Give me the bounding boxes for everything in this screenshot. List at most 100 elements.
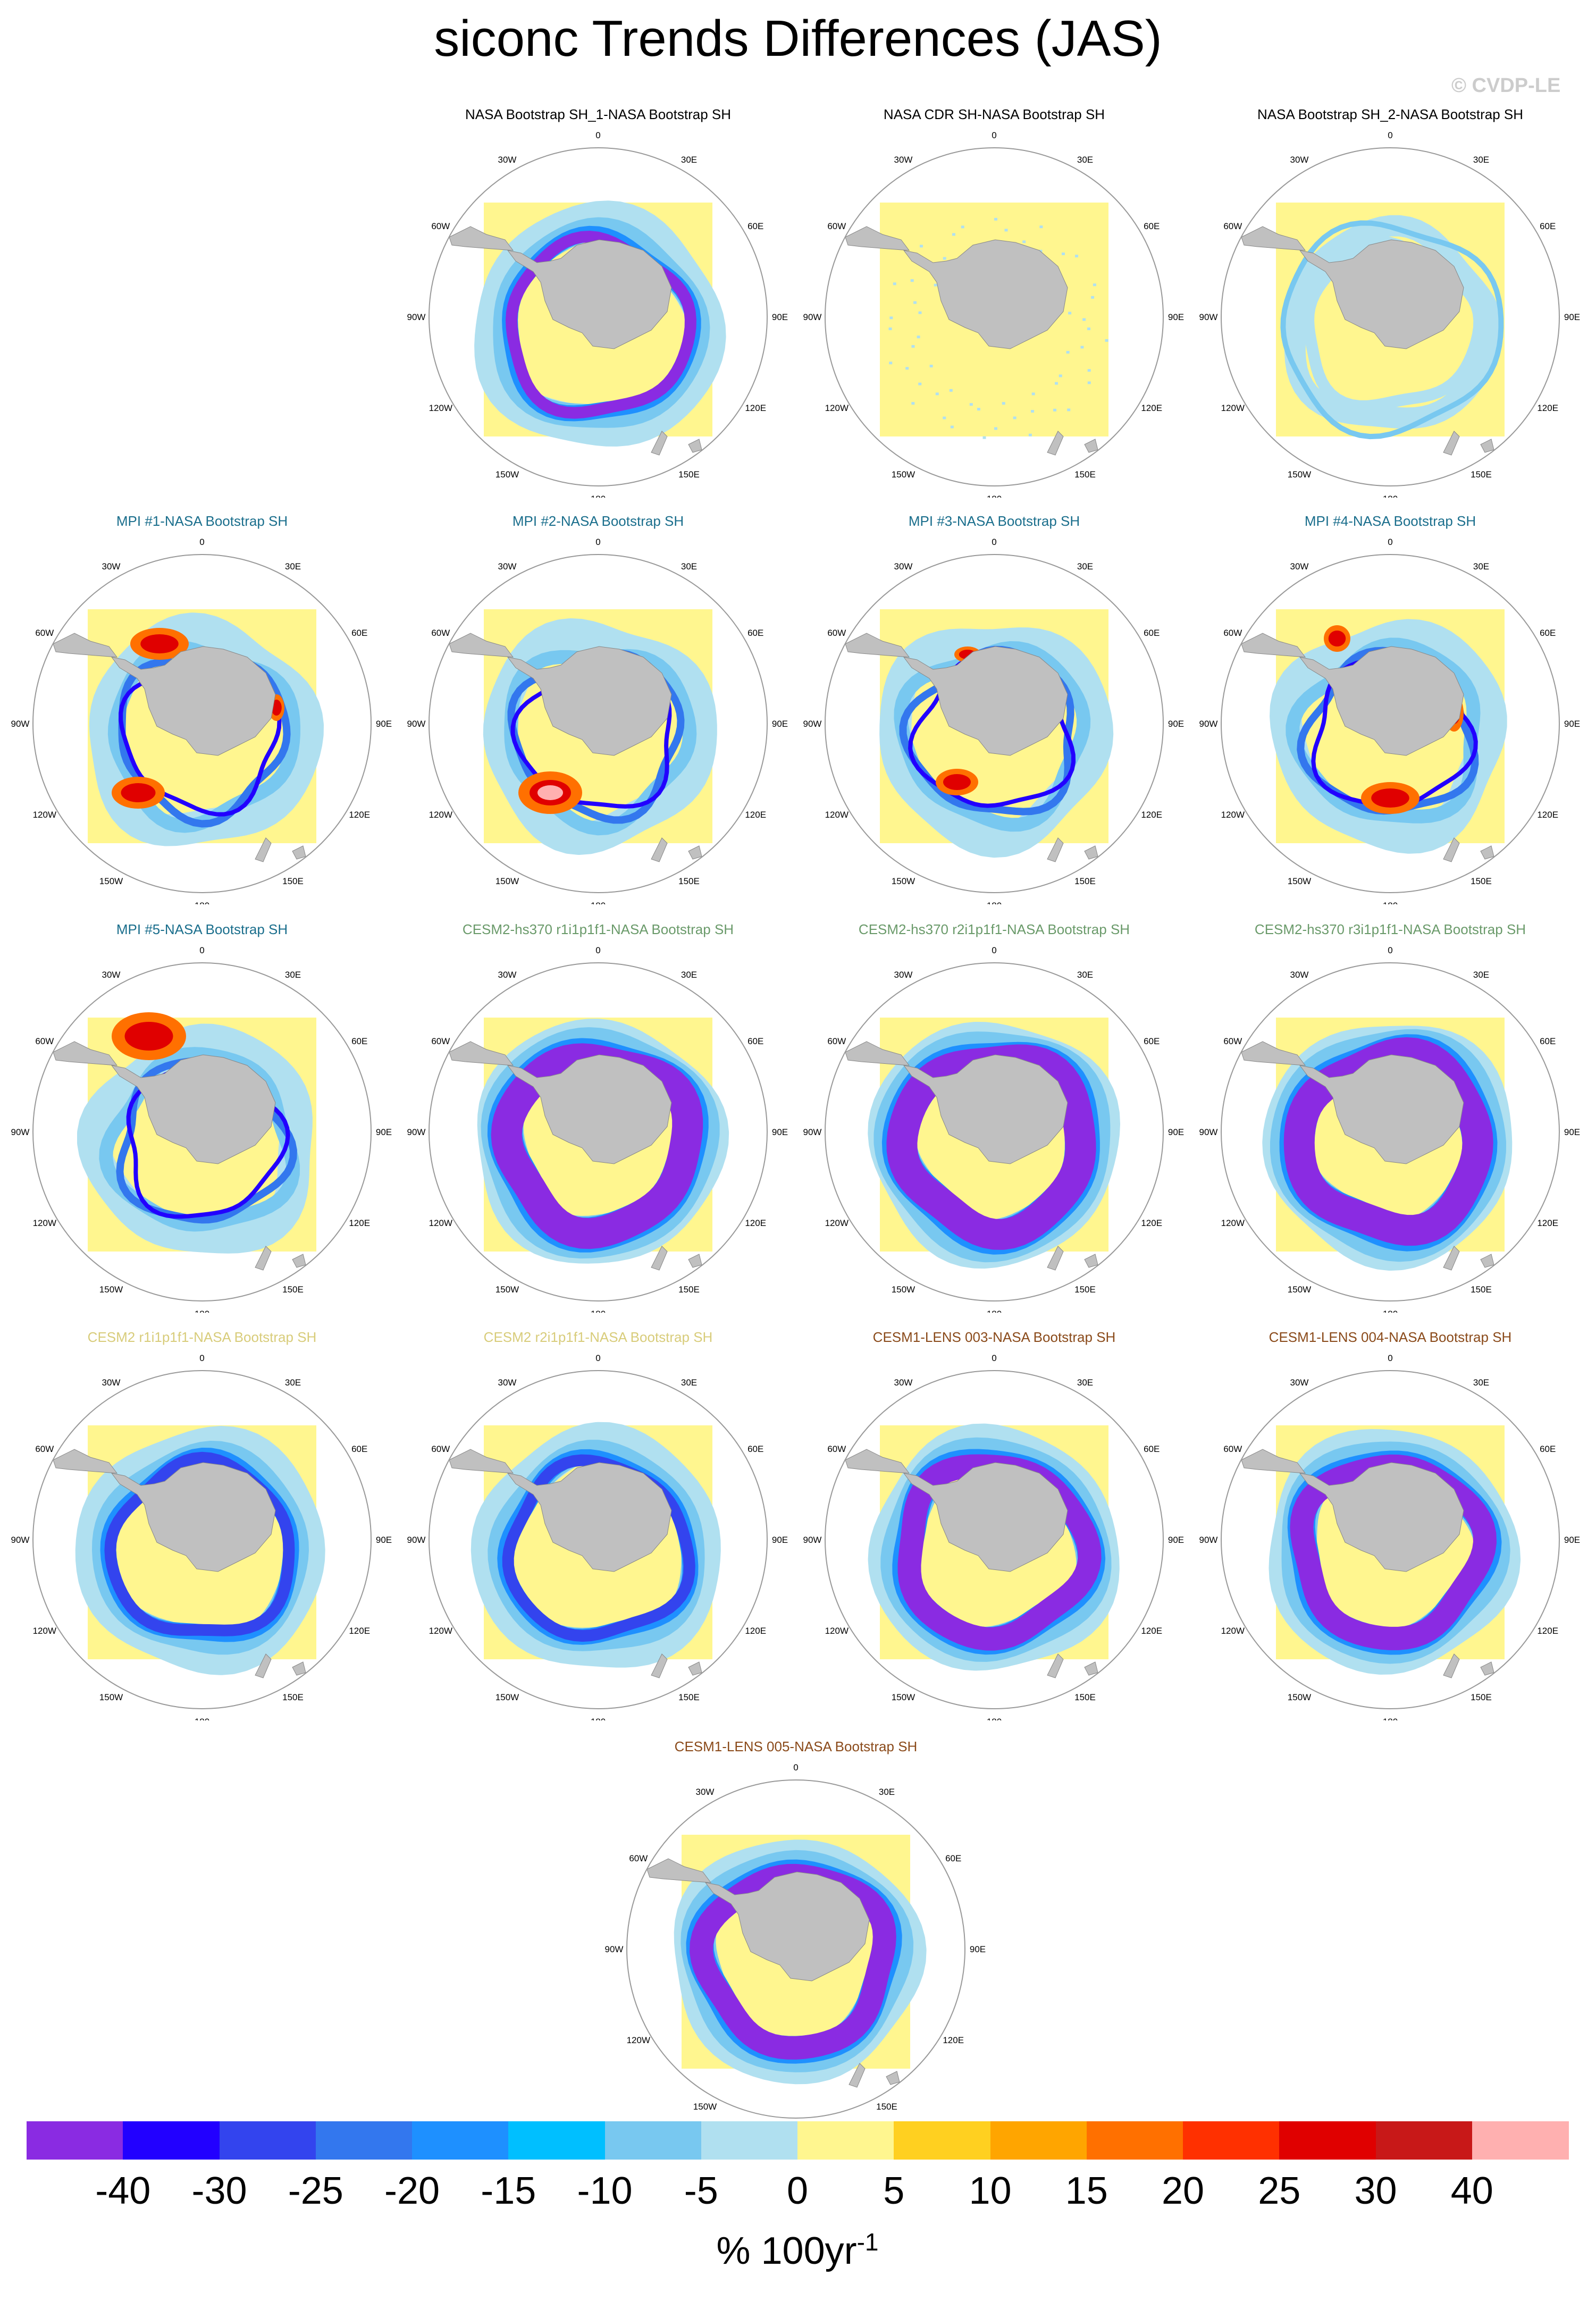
longitude-label: 90W bbox=[605, 1944, 624, 1954]
longitude-label: 150W bbox=[495, 876, 519, 886]
polar-map: 030E60E90E120E150E180150W120W90W60W30W bbox=[1199, 130, 1581, 498]
polar-map: 030E60E90E120E150E180150W120W90W60W30W bbox=[1199, 1353, 1581, 1720]
longitude-label: 90E bbox=[1564, 719, 1580, 729]
longitude-label: 60E bbox=[747, 628, 763, 638]
colorbar-tick-label: -20 bbox=[384, 2170, 440, 2212]
longitude-label: 120W bbox=[429, 810, 452, 820]
longitude-label: 120E bbox=[745, 1218, 766, 1228]
longitude-label: 150W bbox=[99, 1692, 123, 1702]
longitude-label: 120W bbox=[825, 810, 849, 820]
longitude-label: 120W bbox=[33, 810, 56, 820]
longitude-label: 150E bbox=[282, 1284, 304, 1295]
map-panel: MPI #4-NASA Bootstrap SH 0 30E 60E 90E 120E 15… bbox=[1194, 513, 1587, 906]
longitude-label: 120E bbox=[943, 2035, 964, 2045]
panel-title: CESM2-hs370 r3i1p1f1-NASA Bootstrap SH bbox=[1254, 921, 1526, 937]
longitude-label: 90E bbox=[376, 1127, 392, 1137]
longitude-label: 180 bbox=[1383, 1717, 1398, 1720]
longitude-label: 120E bbox=[745, 810, 766, 820]
longitude-label: 120W bbox=[429, 1218, 452, 1228]
longitude-label: 90E bbox=[1168, 1535, 1184, 1545]
longitude-label: 30E bbox=[1077, 561, 1093, 572]
map-panel: NASA Bootstrap SH_1-NASA Bootstrap SH 0 30… bbox=[401, 106, 795, 500]
polar-map: 030E60E90E120E150E180150W120W90W60W30W bbox=[803, 537, 1185, 904]
longitude-label: 120W bbox=[825, 1218, 849, 1228]
map-panel: MPI #1-NASA Bootstrap SH 0 30E 60E 90E 120E 15… bbox=[5, 513, 399, 906]
map-panel: CESM2 r2i1p1f1-NASA Bootstrap SH 0 30E 60E 9… bbox=[401, 1329, 795, 1723]
longitude-label: 180 bbox=[591, 1717, 606, 1720]
longitude-label: 150W bbox=[1288, 1284, 1311, 1295]
longitude-label: 60W bbox=[431, 221, 450, 231]
watermark: © CVDP-LE bbox=[1451, 74, 1561, 97]
longitude-label: 30W bbox=[894, 155, 913, 165]
map-panel: NASA Bootstrap SH_2-NASA Bootstrap SH 0 30… bbox=[1194, 106, 1587, 500]
longitude-label: 60W bbox=[35, 1444, 54, 1454]
longitude-label: 180 bbox=[195, 901, 209, 904]
colorbar-box bbox=[701, 2121, 798, 2160]
longitude-label: 120E bbox=[745, 403, 766, 413]
longitude-label: 30E bbox=[285, 561, 301, 572]
longitude-label: 0 bbox=[199, 537, 204, 547]
longitude-label: 150W bbox=[495, 1692, 519, 1702]
longitude-label: 90W bbox=[803, 719, 822, 729]
longitude-label: 150E bbox=[1074, 469, 1096, 480]
longitude-label: 30W bbox=[1290, 970, 1309, 980]
panel-title: MPI #1-NASA Bootstrap SH bbox=[116, 513, 288, 529]
map-panel: CESM1-LENS 003-NASA Bootstrap SH 0 30E 60E 9… bbox=[797, 1329, 1191, 1723]
longitude-label: 90E bbox=[772, 719, 788, 729]
colorbar-tick-label: 15 bbox=[1065, 2170, 1108, 2212]
polar-map: 030E60E90E120E150E180150W120W90W60W30W bbox=[605, 1762, 986, 2130]
colorbar-box bbox=[797, 2121, 894, 2160]
colorbar-tick-label: 40 bbox=[1450, 2170, 1493, 2212]
longitude-label: 180 bbox=[987, 1717, 1002, 1720]
polar-map: 030E60E90E120E150E180150W120W90W60W30W bbox=[11, 537, 392, 904]
longitude-label: 120E bbox=[1537, 1626, 1558, 1636]
longitude-label: 120E bbox=[349, 1218, 370, 1228]
longitude-label: 0 bbox=[1388, 945, 1392, 955]
panel-title: MPI #5-NASA Bootstrap SH bbox=[116, 921, 288, 937]
longitude-label: 90W bbox=[407, 312, 426, 322]
longitude-label: 30E bbox=[1473, 970, 1489, 980]
longitude-label: 150W bbox=[1288, 469, 1311, 480]
longitude-label: 90E bbox=[1168, 1127, 1184, 1137]
longitude-label: 30E bbox=[879, 1787, 895, 1797]
longitude-label: 60E bbox=[1144, 628, 1160, 638]
longitude-label: 90E bbox=[1564, 1127, 1580, 1137]
colorbar-box bbox=[412, 2121, 509, 2160]
longitude-label: 150E bbox=[1471, 1692, 1492, 1702]
colorbar-box bbox=[1375, 2121, 1473, 2160]
longitude-label: 60W bbox=[1223, 221, 1242, 231]
longitude-label: 90E bbox=[970, 1944, 986, 1954]
longitude-label: 30W bbox=[102, 561, 121, 572]
colorbar-box bbox=[604, 2121, 702, 2160]
longitude-label: 120E bbox=[1141, 810, 1162, 820]
longitude-label: 0 bbox=[595, 1353, 600, 1363]
longitude-label: 0 bbox=[992, 130, 996, 140]
longitude-label: 90E bbox=[772, 1535, 788, 1545]
longitude-label: 90W bbox=[1199, 312, 1218, 322]
colorbar-box bbox=[1086, 2121, 1183, 2160]
longitude-label: 0 bbox=[595, 130, 600, 140]
longitude-label: 90E bbox=[1564, 1535, 1580, 1545]
longitude-label: 60E bbox=[1540, 628, 1556, 638]
longitude-label: 60E bbox=[1144, 221, 1160, 231]
longitude-label: 60E bbox=[351, 1036, 367, 1046]
longitude-label: 30W bbox=[894, 561, 913, 572]
longitude-label: 0 bbox=[1388, 537, 1392, 547]
longitude-label: 90W bbox=[1199, 1127, 1218, 1137]
polar-map: 030E60E90E120E150E180150W120W90W60W30W bbox=[407, 537, 788, 904]
longitude-label: 90W bbox=[11, 1127, 30, 1137]
longitude-label: 30W bbox=[894, 970, 913, 980]
map-panel: NASA CDR SH-NASA Bootstrap SH 0 30E 60E 90E 1… bbox=[797, 106, 1191, 500]
longitude-label: 150W bbox=[892, 1692, 915, 1702]
longitude-label: 60W bbox=[1223, 628, 1242, 638]
longitude-label: 120E bbox=[1141, 403, 1162, 413]
longitude-label: 30W bbox=[498, 155, 517, 165]
longitude-label: 60W bbox=[431, 628, 450, 638]
longitude-label: 180 bbox=[591, 901, 606, 904]
longitude-label: 0 bbox=[199, 1353, 204, 1363]
colorbar-tick-label: -15 bbox=[481, 2170, 536, 2212]
panel-title: MPI #4-NASA Bootstrap SH bbox=[1304, 513, 1476, 529]
longitude-label: 90W bbox=[1199, 719, 1218, 729]
polar-map: 030E60E90E120E150E180150W120W90W60W30W bbox=[803, 1353, 1185, 1720]
longitude-label: 180 bbox=[195, 1717, 209, 1720]
